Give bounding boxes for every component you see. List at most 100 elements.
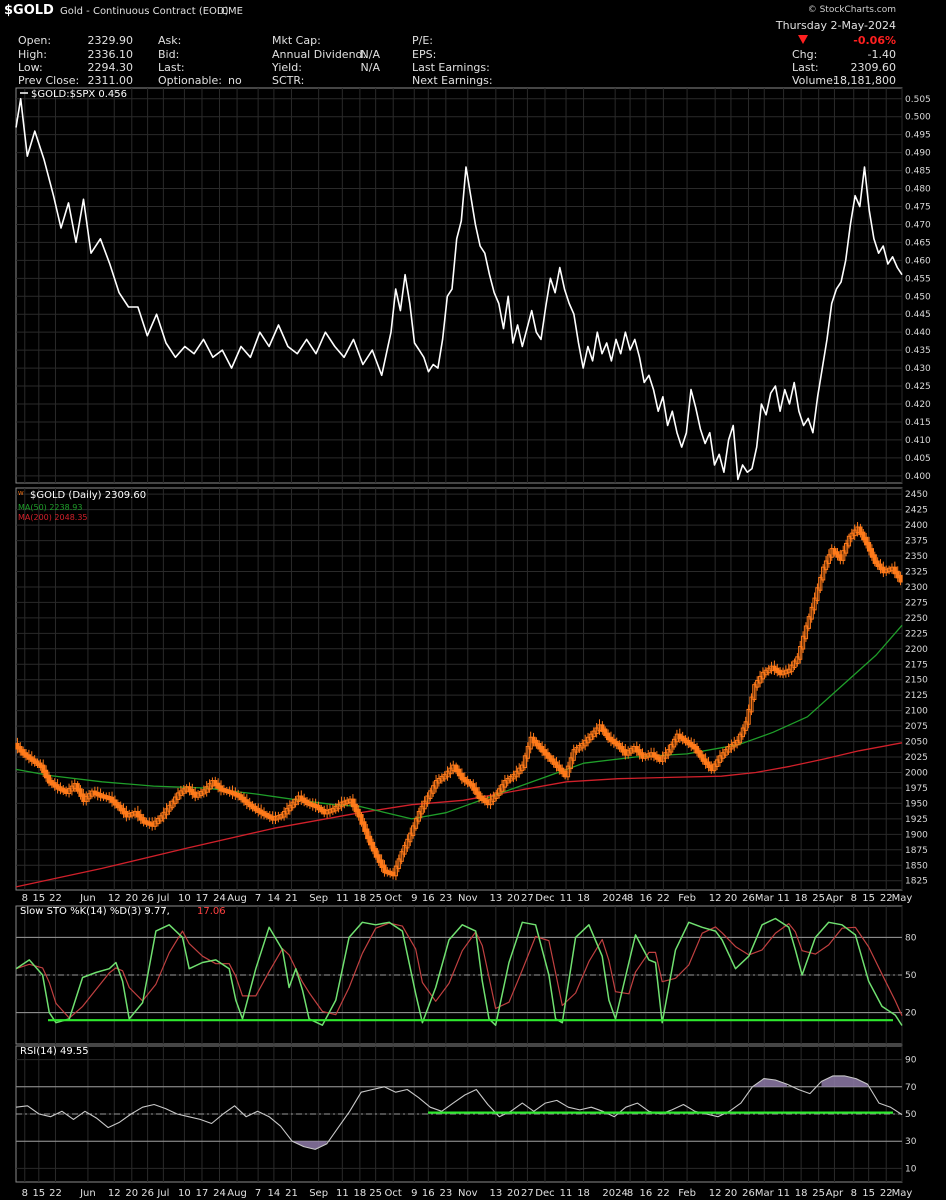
candle-body: [525, 746, 530, 759]
y-tick-label: 0.410: [905, 436, 931, 446]
candle-body: [821, 566, 826, 581]
candle-body: [755, 680, 760, 688]
candle-body: [671, 738, 677, 748]
y-tick-label: 1925: [905, 815, 928, 825]
ratio-legend: $GOLD:$SPX 0.456: [20, 89, 127, 100]
candle-body: [565, 765, 571, 778]
sto-legend-value2: 17.06: [197, 906, 226, 917]
y-tick-label: 2100: [905, 707, 928, 717]
optionable-value: no: [228, 74, 242, 87]
candle-body: [757, 675, 763, 684]
candle-body: [365, 828, 370, 840]
low-label: Low:: [18, 61, 43, 74]
x-tick-label: 15: [862, 893, 875, 904]
y-tick-label: 10: [905, 1164, 917, 1174]
last-label: Last:: [158, 61, 185, 74]
y-tick-label: 2425: [905, 506, 928, 516]
y-tick-label: 0.465: [905, 238, 931, 248]
y-tick-label: 2175: [905, 660, 928, 670]
y-tick-label: 90: [905, 1056, 917, 1066]
x-tick-label: 22: [657, 1188, 670, 1199]
x-tick-label: 20: [125, 893, 138, 904]
candle-body: [841, 550, 846, 561]
x-tick-label: Apr: [826, 1188, 844, 1199]
price-legend-text: $GOLD (Daily) 2309.60: [30, 490, 146, 501]
price-legend: ᵂ $GOLD (Daily) 2309.60 MA(50) 2238.93 M…: [18, 490, 146, 522]
candle-body: [428, 790, 433, 799]
ma50-legend-text: MA(50) 2238.93: [18, 503, 82, 512]
y-tick-label: 0.470: [905, 220, 931, 230]
y-tick-label: 0.480: [905, 185, 931, 195]
x-tick-label: 18: [354, 1188, 367, 1199]
x-tick-label: Dec: [535, 1188, 554, 1199]
candle-body: [379, 859, 384, 869]
x-tick-label: 26: [742, 1188, 755, 1199]
candle-body: [743, 721, 748, 731]
dividend-label: Annual Dividend:: [272, 48, 366, 61]
y-tick-label: 50: [905, 1110, 917, 1120]
x-tick-label: 12: [709, 1188, 722, 1199]
x-tick-label: 8: [22, 1188, 28, 1199]
candle-body: [800, 635, 806, 650]
x-tick-label: 9: [411, 1188, 417, 1199]
y-tick-label: 0.450: [905, 292, 931, 302]
y-tick-label: 2075: [905, 722, 928, 732]
y-tick-label: 0.435: [905, 346, 931, 356]
y-tick-label: 50: [905, 971, 917, 981]
y-tick-label: 2125: [905, 691, 928, 701]
x-tick-label: 17: [196, 893, 209, 904]
x-tick-label: 20: [725, 893, 738, 904]
x-tick-label: 24: [213, 893, 226, 904]
x-tick-label: Sep: [309, 893, 328, 904]
y-tick-label: 2375: [905, 537, 928, 547]
candle-body: [866, 541, 872, 552]
candle-body: [411, 825, 416, 837]
x-tick-label: 16: [422, 1188, 435, 1199]
ratio-legend-text: $GOLD:$SPX 0.456: [31, 89, 127, 100]
symbol: $GOLD: [4, 3, 54, 18]
candle-body: [408, 832, 413, 843]
pe-label: P/E:: [412, 34, 433, 47]
y-tick-label: 0.425: [905, 382, 931, 392]
x-tick-label: Jun: [79, 893, 96, 904]
candle-body: [697, 750, 702, 758]
open-value: 2329.90: [88, 34, 134, 47]
y-tick-label: 80: [905, 933, 917, 943]
x-tick-label: 8: [627, 893, 633, 904]
candle-body: [806, 616, 811, 629]
high-label: High:: [18, 48, 47, 61]
x-tick-label: 25: [812, 893, 825, 904]
candle-body: [431, 785, 436, 794]
candle-body: [694, 746, 700, 754]
candle-body: [456, 768, 462, 777]
x-tick-label: 10: [178, 893, 191, 904]
candle-body: [798, 646, 803, 660]
candle-body: [603, 728, 608, 737]
candle-body: [700, 754, 705, 762]
x-tick-label: 16: [639, 893, 652, 904]
candle-body: [362, 821, 367, 832]
candle-body: [717, 755, 723, 763]
x-tick-label: 15: [862, 1188, 875, 1199]
candle-body: [712, 763, 717, 772]
x-tick-label: Nov: [458, 893, 478, 904]
x-tick-label: 26: [141, 1188, 154, 1199]
x-axis-lower: 8 15 22 Jun 12 20 26 Jul 10 17 24 Aug 7 14 21 Sep 11 18 25…: [22, 1188, 913, 1199]
x-tick-label: 20: [125, 1188, 138, 1199]
candle-body: [425, 795, 430, 805]
x-tick-label: 22: [880, 1188, 893, 1199]
x-tick-label: 18: [577, 1188, 590, 1199]
x-tick-label: 12: [108, 1188, 121, 1199]
y-tick-label: 0.500: [905, 113, 931, 123]
candle-body: [413, 818, 419, 829]
x-tick-label: 7: [255, 893, 261, 904]
candle-body: [396, 858, 401, 870]
y-tick-label: 0.430: [905, 364, 931, 374]
price-panel: 2450 2425 2400 2375 2350 2325 2300 2275 2250 2225…: [15, 487, 928, 891]
candle-body: [499, 784, 505, 792]
candle-body: [869, 548, 874, 558]
x-tick-label: 20: [725, 1188, 738, 1199]
y-tick-label: 1825: [905, 877, 928, 887]
candle-body: [600, 724, 605, 732]
